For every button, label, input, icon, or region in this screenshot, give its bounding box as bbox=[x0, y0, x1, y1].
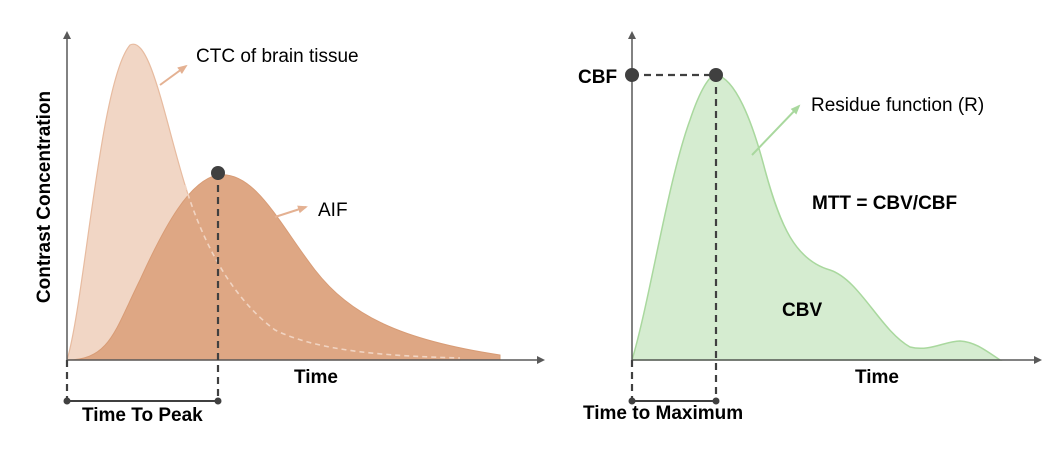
residue-pointer-arrow bbox=[751, 104, 801, 156]
ctc-label: CTC of brain tissue bbox=[196, 46, 359, 67]
ttp-end-dot bbox=[214, 397, 222, 405]
left-x-axis-label: Time bbox=[294, 367, 338, 388]
ttp-start-dot bbox=[63, 397, 71, 405]
cbv-label: CBV bbox=[782, 300, 822, 321]
mtt-formula-label: MTT = CBV/CBF bbox=[812, 193, 957, 214]
aif-peak-dot bbox=[211, 166, 225, 180]
right-x-axis-label: Time bbox=[855, 367, 899, 388]
aif-pointer-arrow bbox=[274, 205, 308, 218]
residue-function-curve bbox=[630, 74, 1003, 361]
tmax-end-dot bbox=[712, 397, 720, 405]
left-y-axis-label: Contrast Concentration bbox=[34, 91, 55, 303]
ctc-tail-dashed bbox=[184, 184, 461, 359]
cbf-label: CBF bbox=[578, 67, 617, 88]
left-panel: Contrast Concentration Time CTC of brain… bbox=[34, 31, 545, 426]
right-panel: CBF Residue function (R) MTT = CBV/CBF C… bbox=[578, 31, 1042, 424]
residue-function-label: Residue function (R) bbox=[811, 95, 984, 116]
cbf-axis-dot bbox=[625, 68, 639, 82]
aif-curve bbox=[66, 174, 501, 361]
time-to-peak-label: Time To Peak bbox=[82, 405, 203, 426]
ctc-pointer-arrow bbox=[159, 64, 188, 86]
time-to-maximum-label: Time to Maximum bbox=[583, 403, 743, 424]
aif-label: AIF bbox=[318, 200, 348, 221]
tmax-start-dot bbox=[628, 397, 636, 405]
